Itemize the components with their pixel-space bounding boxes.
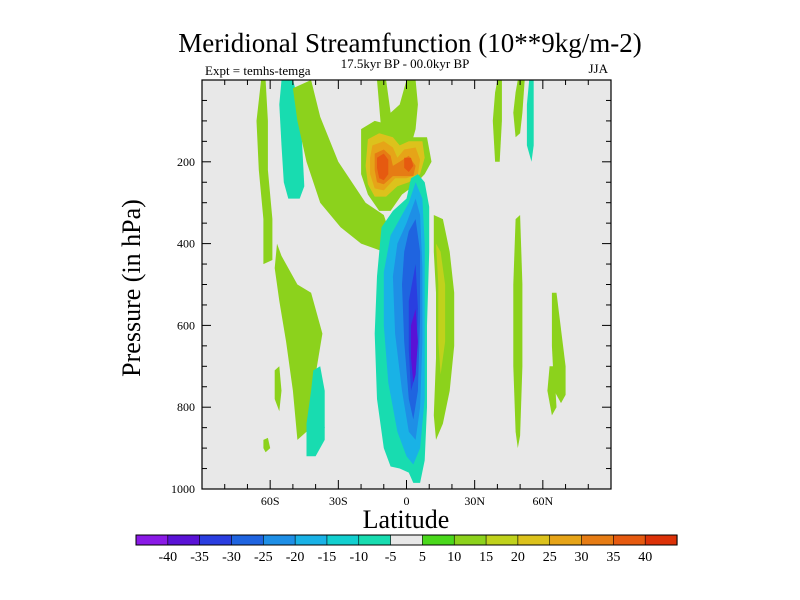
- x-axis-label: Latitude: [363, 505, 450, 534]
- colorbar-swatch: [485, 534, 519, 546]
- contour-south-positive-dot: [263, 437, 271, 453]
- colorbar-swatch: [517, 534, 551, 546]
- colorbar-label: -5: [385, 550, 397, 565]
- colorbar-swatch: [262, 534, 296, 546]
- colorbar-swatch: [581, 534, 614, 546]
- contour-north-positive-dot: [547, 366, 557, 416]
- contour-north-negative-streak: [526, 80, 534, 162]
- y-tick-label: 600: [177, 318, 195, 332]
- colorbar-label: 10: [447, 550, 461, 565]
- colorbar-label: -10: [349, 550, 368, 565]
- contour-south-positive-patch: [274, 366, 282, 412]
- contour-north-positive-strip: [513, 215, 523, 449]
- chart-subtitle-right: JJA: [588, 61, 608, 76]
- x-tick-label: 60S: [261, 494, 280, 508]
- colorbar-label: 15: [479, 550, 493, 565]
- colorbar-label: 40: [638, 550, 652, 565]
- colorbar-label: 30: [575, 550, 589, 565]
- contour-north-positive-streak-b: [513, 80, 525, 138]
- contour-upper-positive-core-l4-left: [377, 153, 389, 181]
- colorbar-label: 20: [511, 550, 525, 565]
- colorbar-label: -35: [190, 550, 209, 565]
- contour-north-positive-streak-a: [492, 80, 502, 162]
- x-tick-label: 30S: [329, 494, 348, 508]
- colorbar-label: 35: [606, 550, 620, 565]
- colorbar-swatch: [199, 534, 233, 546]
- chart-subtitle-left: Expt = temhs-temga: [205, 63, 311, 78]
- colorbar-label: -30: [222, 550, 241, 565]
- colorbar-swatch: [294, 534, 328, 546]
- colorbar-frame: [135, 534, 678, 546]
- contour-south-lower-positive-plume: [274, 243, 323, 440]
- y-tick-label: 200: [177, 155, 195, 169]
- contour-south-lower-negative-blob: [315, 415, 325, 440]
- y-axis-label: Pressure (in hPa): [117, 199, 146, 377]
- colorbar-swatch: [549, 534, 583, 546]
- colorbar-swatch: [135, 534, 169, 546]
- colorbar-swatch: [453, 534, 487, 546]
- axis-ticks: 60S 30S 0 30N 60N 200 400 600 800 1000: [171, 80, 611, 508]
- x-tick-label: 30N: [464, 494, 485, 508]
- contour-north-positive-core: [436, 243, 446, 375]
- colorbar-swatch: [231, 534, 264, 546]
- contour-hadley-negative-core: [411, 309, 418, 383]
- colorbar-swatch: [167, 534, 201, 546]
- colorbar-swatch: [358, 534, 392, 546]
- contour-north-positive-lower: [551, 292, 566, 404]
- y-tick-label: 800: [177, 400, 195, 414]
- colorbar-label: 5: [419, 550, 426, 565]
- colorbar-swatch: [644, 534, 678, 546]
- y-tick-label: 1000: [171, 482, 195, 496]
- chart-title: Meridional Streamfunction (10**9kg/m-2): [178, 28, 641, 58]
- colorbar-label: -40: [158, 550, 177, 565]
- contour-fields: [256, 80, 566, 483]
- plot-area: 60S 30S 0 30N 60N 200 400 600 800 1000: [171, 79, 612, 508]
- contour-south-subtropical-positive-band: [256, 80, 273, 265]
- chart-subtitle-center: 17.5kyr BP - 00.0kyr BP: [341, 56, 470, 71]
- contour-south-positive-uppermid: [292, 80, 391, 252]
- contour-upper-positive-core-l4-right: [404, 157, 414, 172]
- colorbar-swatch: [422, 534, 455, 546]
- x-tick-label: 60N: [532, 494, 553, 508]
- x-tick-label: 0: [404, 494, 410, 508]
- y-tick-label: 400: [177, 237, 195, 251]
- colorbar-swatch: [613, 534, 646, 546]
- colorbar-label: -25: [254, 550, 273, 565]
- colorbar: -40 -35 -30 -25 -20 -15 -10 -5 5 10 15 20 25 30 35 40: [135, 534, 678, 565]
- colorbar-swatch: [326, 534, 360, 546]
- colorbar-label: -15: [318, 550, 337, 565]
- colorbar-label: -20: [286, 550, 305, 565]
- colorbar-swatch: [390, 534, 424, 546]
- colorbar-label: 25: [543, 550, 557, 565]
